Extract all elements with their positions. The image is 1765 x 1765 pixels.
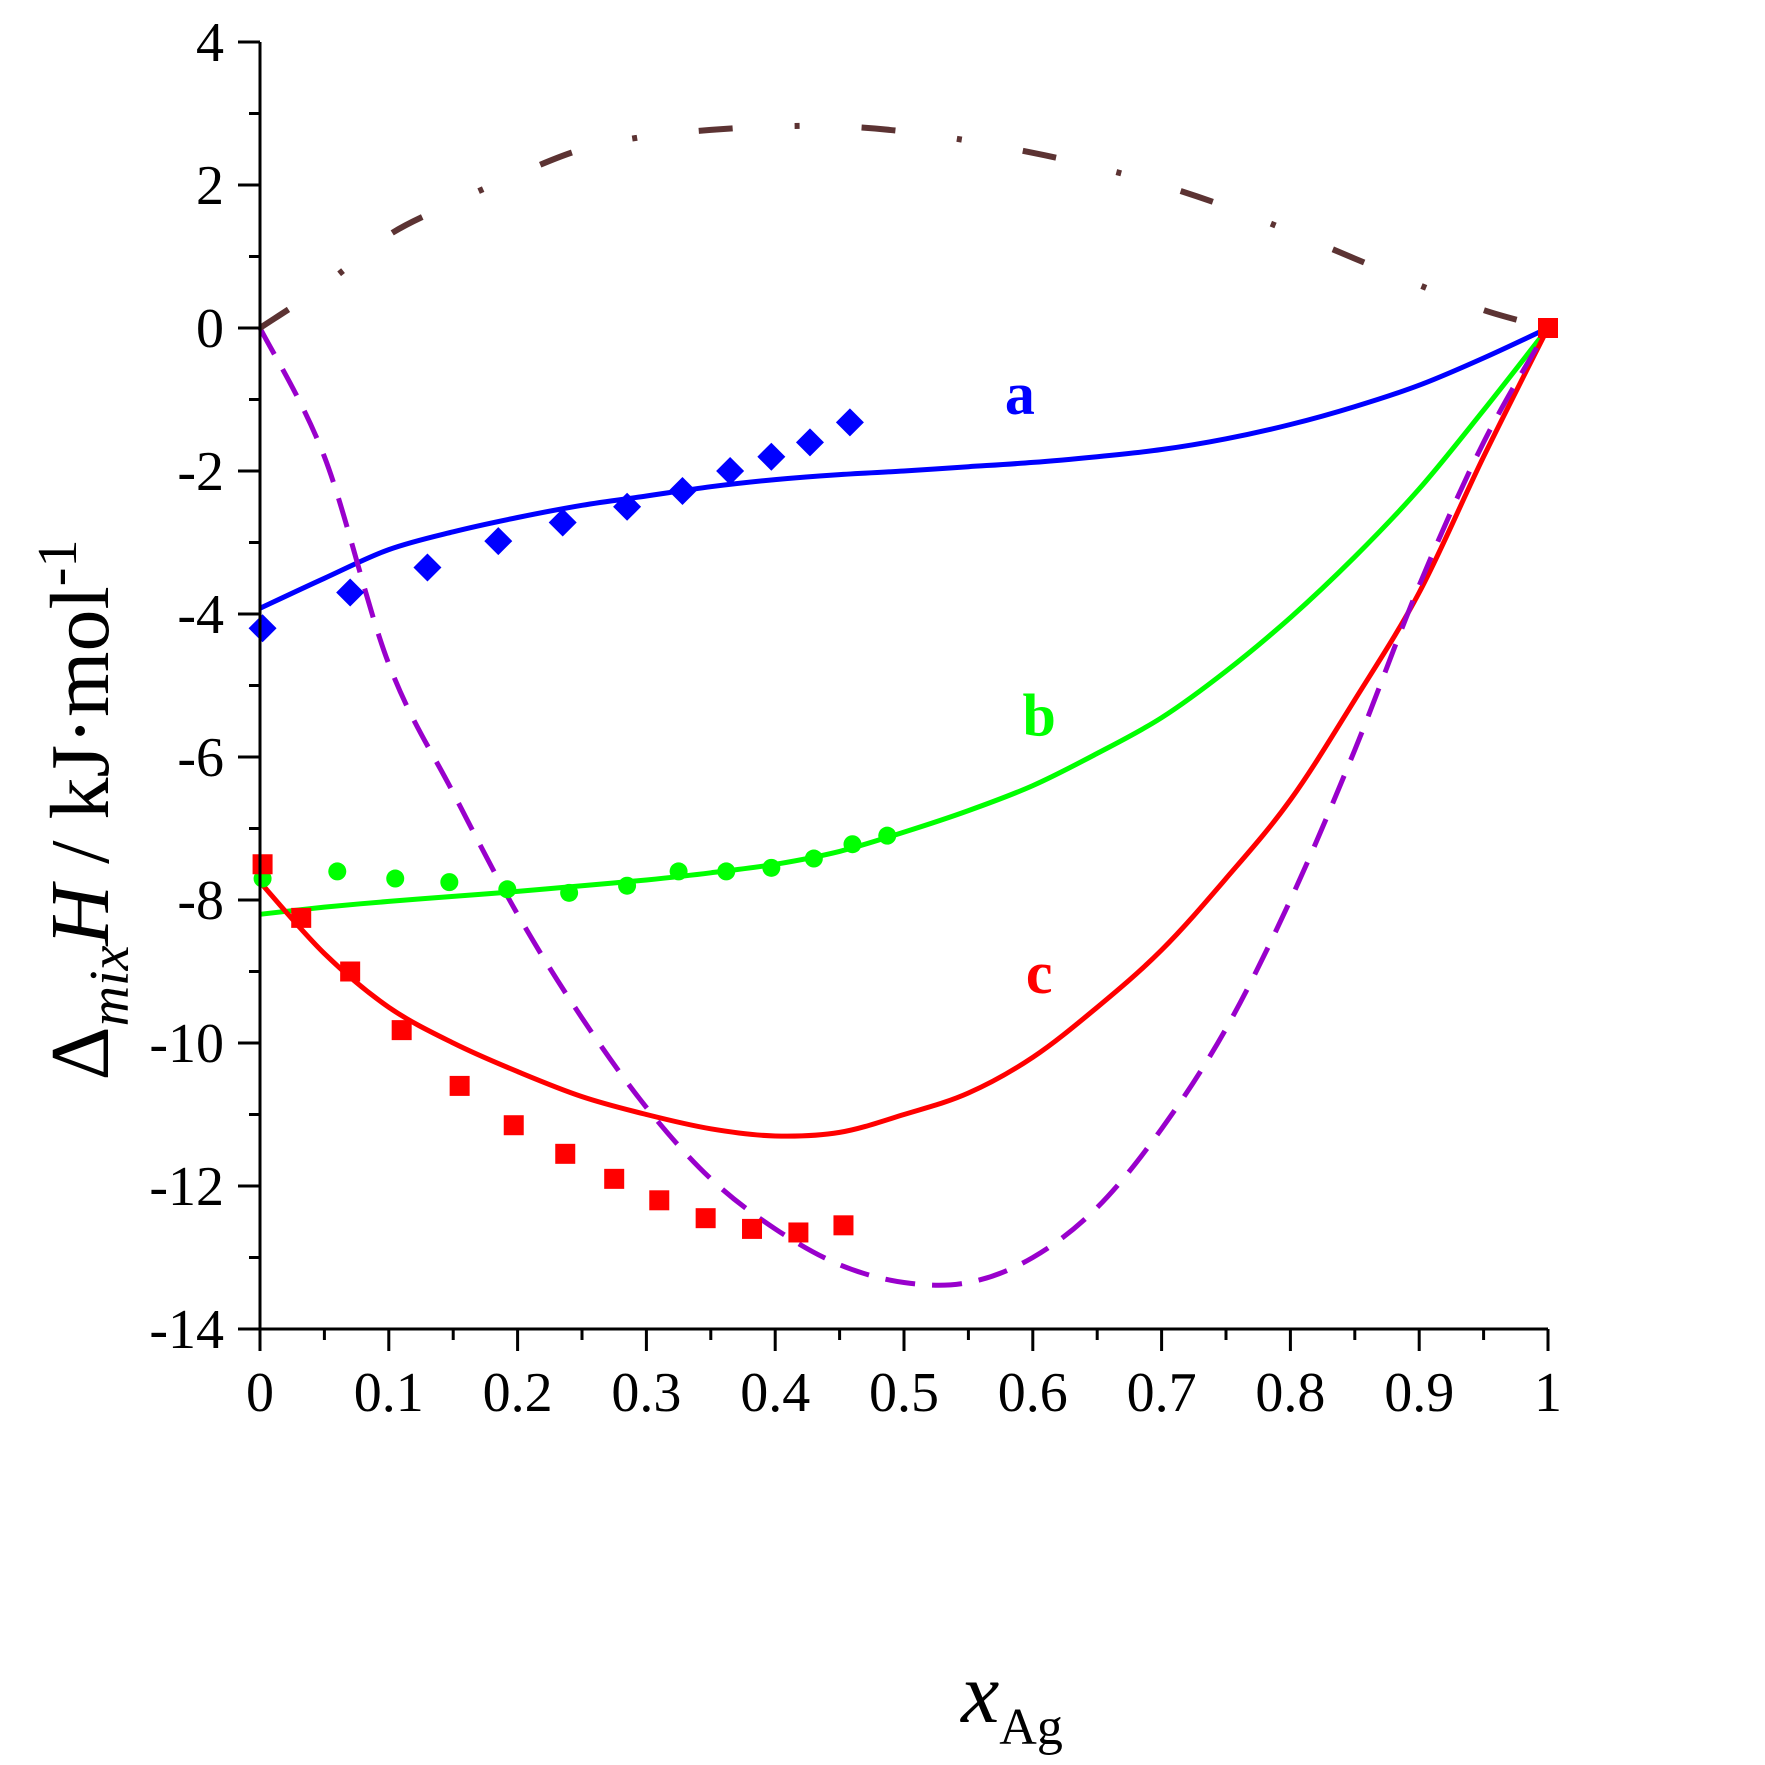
c-data-point-0 — [252, 854, 273, 875]
c-data-point-1 — [291, 907, 312, 928]
y-axis-title: ΔmixH / kJ·mol-1 — [27, 540, 141, 1081]
x-tick-label-10: 1 — [1534, 1362, 1562, 1424]
curve-b — [259, 326, 1550, 917]
c-data-point-4 — [449, 1075, 470, 1096]
b-data-point-9 — [762, 858, 781, 877]
x-axis-title: xAg — [959, 1645, 1063, 1756]
labels-layer: a b c — [1005, 361, 1056, 1006]
b-data-point-3 — [440, 873, 459, 892]
y-tick-label-6: -8 — [177, 870, 224, 932]
a-data-point-0 — [248, 614, 277, 643]
b-data-point-5 — [560, 883, 579, 902]
y-axis-title-delta: Δ — [34, 1026, 127, 1080]
y-tick-label-9: -14 — [149, 1299, 224, 1361]
a-data-point-6 — [668, 477, 697, 506]
x-tick-label-0: 0 — [246, 1362, 274, 1424]
x-tick-label-9: 0.9 — [1384, 1362, 1454, 1424]
y-axis-title-unit: / kJ·mol — [34, 586, 127, 885]
a-data-point-9 — [795, 428, 824, 457]
x-axis-title-subscript: Ag — [999, 1699, 1063, 1756]
x-tick-label-6: 0.6 — [998, 1362, 1068, 1424]
markers-layer — [248, 318, 1558, 1243]
x-tick-label-8: 0.8 — [1255, 1362, 1325, 1424]
a-data-point-7 — [716, 457, 745, 485]
y-tick-label-0: 4 — [196, 12, 224, 74]
y-tick-label-4: -4 — [177, 584, 224, 646]
axes-layer: 4 2 0 -2 -4 -6 -8 -10 -12 -14 0 0.1 0.2 0.3 0.4 0.5 0.6 0… — [149, 12, 1562, 1424]
b-data-point-1 — [328, 862, 347, 881]
c-data-point-2 — [340, 961, 361, 982]
c-data-point-8 — [649, 1190, 670, 1211]
x-tick-label-2: 0.2 — [483, 1362, 553, 1424]
curve-a — [258, 325, 1550, 611]
curves-layer — [257, 122, 1551, 1288]
x-tick-label-7: 0.7 — [1127, 1362, 1197, 1424]
a-data-point-5 — [613, 492, 642, 521]
y-axis-title-superscript: -1 — [27, 540, 89, 587]
a-data-point-8 — [757, 442, 786, 471]
y-tick-label-7: -10 — [149, 1013, 224, 1075]
curve-label-b: b — [1023, 683, 1056, 749]
y-tick-label-2: 0 — [196, 298, 224, 360]
curve-dashed — [257, 326, 1551, 1288]
c-data-point-5 — [503, 1115, 524, 1136]
x-axis-title-main: x — [959, 1645, 999, 1741]
b-data-point-11 — [843, 835, 862, 854]
b-data-point-7 — [669, 862, 688, 881]
b-data-point-4 — [498, 880, 517, 899]
y-tick-label-1: 2 — [196, 155, 224, 217]
b-data-point-12 — [878, 826, 897, 845]
y-axis-title-main: H — [34, 881, 127, 947]
curve-c — [258, 326, 1551, 1139]
c-data-point-10 — [742, 1218, 763, 1239]
curve-label-a: a — [1005, 361, 1035, 427]
c-data-point-12 — [833, 1215, 854, 1236]
x-tick-label-3: 0.3 — [611, 1362, 681, 1424]
c-data-point-11 — [788, 1222, 809, 1243]
curve-dash-dot — [258, 122, 1549, 331]
a-data-point-4 — [548, 508, 577, 537]
y-tick-label-5: -6 — [177, 727, 224, 789]
a-data-point-1 — [336, 578, 365, 607]
y-axis-title-subscript: mix — [79, 945, 141, 1026]
b-data-point-8 — [717, 862, 736, 881]
b-data-point-10 — [804, 849, 823, 868]
b-data-point-6 — [618, 876, 637, 895]
c-data-point-7 — [604, 1168, 625, 1189]
b-data-point-2 — [386, 869, 405, 888]
c-data-point-9 — [695, 1208, 716, 1229]
c-data-point-6 — [555, 1143, 576, 1164]
y-tick-label-3: -2 — [177, 441, 224, 503]
a-data-point-10 — [835, 408, 864, 437]
c-data-point-3 — [391, 1020, 412, 1041]
c-data-point-13 — [1538, 318, 1558, 338]
y-tick-label-8: -12 — [149, 1156, 224, 1218]
x-tick-label-4: 0.4 — [740, 1362, 810, 1424]
x-tick-label-1: 0.1 — [354, 1362, 424, 1424]
x-tick-label-5: 0.5 — [869, 1362, 939, 1424]
curve-label-c: c — [1026, 940, 1053, 1006]
a-data-point-3 — [484, 527, 513, 556]
a-data-point-2 — [413, 553, 442, 582]
